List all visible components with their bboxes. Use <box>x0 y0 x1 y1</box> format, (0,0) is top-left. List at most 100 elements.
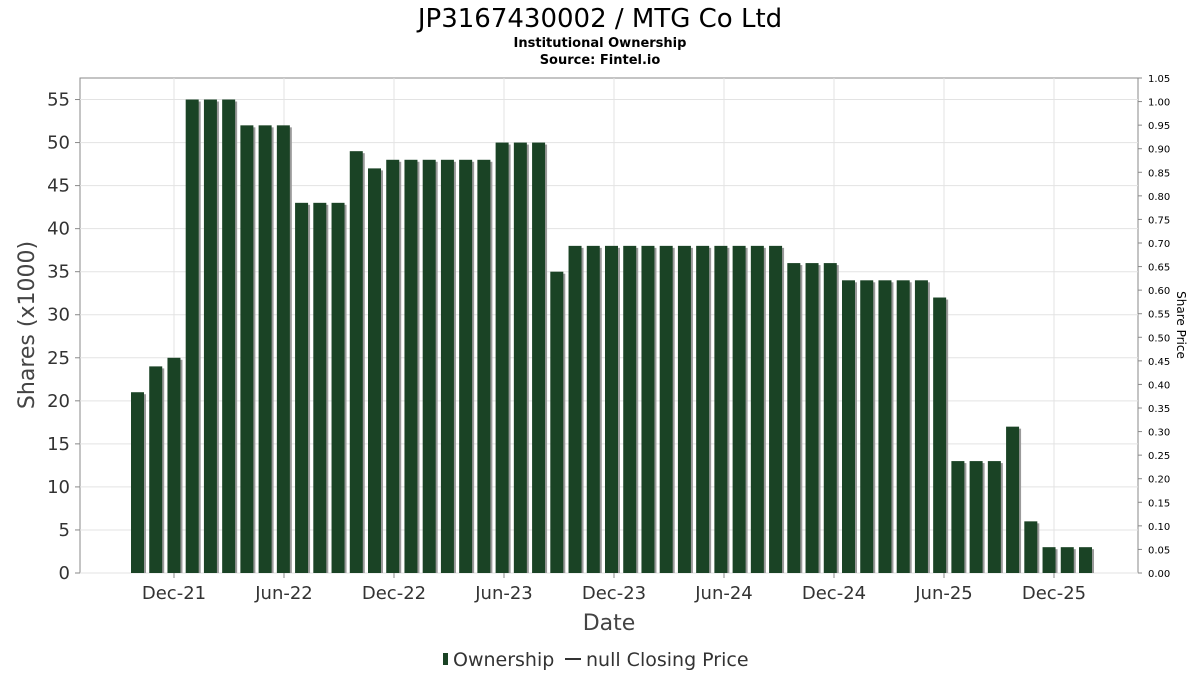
y-right-tick-label: 0.05 <box>1148 545 1170 556</box>
y-right-tick-label: 0.70 <box>1148 239 1170 250</box>
bar <box>313 202 327 573</box>
bar <box>203 99 217 574</box>
bar <box>495 142 509 573</box>
bar <box>568 245 582 573</box>
bar <box>222 99 236 574</box>
legend-price-label: null Closing Price <box>586 649 749 671</box>
bar <box>842 280 855 573</box>
x-axis: Dec-21 Jun-22 Dec-22 Jun-23 Dec-23 Jun-24 Dec-… <box>142 573 1086 604</box>
y-tick-label: 20 <box>47 391 70 412</box>
bar <box>969 461 983 573</box>
bar <box>896 280 910 573</box>
bar <box>368 168 381 574</box>
x-tick-label: Dec-25 <box>1022 583 1086 604</box>
bar <box>1006 426 1020 573</box>
y-right-tick-label: 0.20 <box>1148 475 1170 486</box>
bar <box>167 357 181 573</box>
y-axis-label-right: Share Price <box>1174 291 1188 359</box>
bar <box>732 245 746 573</box>
chart-title: JP3167430002 / MTG Co Ltd <box>416 4 782 34</box>
bar <box>131 392 144 573</box>
bar <box>459 159 473 574</box>
bar <box>240 125 254 573</box>
y-right-tick-label: 0.85 <box>1148 168 1170 179</box>
x-tick-label: Jun-25 <box>914 583 973 604</box>
x-tick-label: Dec-23 <box>582 583 646 604</box>
bar <box>404 159 418 574</box>
bar <box>677 245 691 573</box>
bar <box>951 461 965 573</box>
bar <box>258 125 272 573</box>
legend: Ownership null Closing Price <box>443 649 749 671</box>
y-tick-label: 15 <box>47 434 70 455</box>
y-axis-left: 0 5 10 15 20 25 30 35 40 45 50 55 <box>47 90 80 584</box>
bar <box>659 245 673 573</box>
y-right-tick-label: 0.00 <box>1148 569 1170 580</box>
bar <box>623 245 637 573</box>
legend-ownership-swatch <box>443 653 448 665</box>
legend-ownership-label: Ownership <box>453 649 554 671</box>
x-tick-label: Jun-24 <box>694 583 753 604</box>
bar <box>513 142 527 573</box>
bar <box>1024 521 1038 573</box>
bar <box>532 142 546 573</box>
y-tick-label: 30 <box>47 305 70 326</box>
bar <box>605 245 618 573</box>
y-right-tick-label: 0.75 <box>1148 215 1170 226</box>
y-tick-label: 0 <box>59 563 70 584</box>
bar <box>805 263 819 573</box>
bar <box>769 245 783 573</box>
bar <box>878 280 892 573</box>
y-right-tick-label: 0.50 <box>1148 333 1170 344</box>
bar <box>331 202 345 573</box>
bar <box>477 159 491 574</box>
bar <box>696 245 710 573</box>
chart-source: Source: Fintel.io <box>540 53 661 68</box>
y-tick-label: 25 <box>47 348 70 369</box>
bar <box>276 125 290 573</box>
bars <box>131 99 1094 574</box>
y-tick-label: 45 <box>47 176 70 197</box>
y-tick-label: 5 <box>59 520 70 541</box>
y-right-tick-label: 0.30 <box>1148 428 1170 439</box>
y-tick-label: 50 <box>47 133 70 154</box>
bar <box>586 245 600 573</box>
y-right-tick-label: 0.65 <box>1148 263 1170 274</box>
bar <box>1060 547 1074 573</box>
y-tick-label: 35 <box>47 262 70 283</box>
bar <box>823 263 837 573</box>
y-tick-label: 40 <box>47 219 70 240</box>
y-tick-label: 10 <box>47 477 70 498</box>
y-right-tick-label: 0.45 <box>1148 357 1170 368</box>
bar <box>714 245 728 573</box>
chart-subtitle: Institutional Ownership <box>514 36 687 51</box>
y-right-tick-label: 0.15 <box>1148 498 1170 509</box>
bar <box>295 202 309 573</box>
bar <box>149 366 163 573</box>
x-tick-label: Jun-22 <box>254 583 313 604</box>
bar <box>1079 547 1092 573</box>
bar <box>750 245 764 573</box>
y-right-tick-label: 0.60 <box>1148 286 1170 297</box>
y-right-tick-label: 1.00 <box>1148 98 1170 109</box>
bar <box>787 263 801 573</box>
y-tick-label: 55 <box>47 90 70 111</box>
bar <box>550 271 564 573</box>
bar <box>987 461 1001 573</box>
bar <box>914 280 928 573</box>
y-right-tick-label: 0.55 <box>1148 310 1170 321</box>
bar <box>422 159 436 574</box>
y-right-tick-label: 0.90 <box>1148 145 1170 156</box>
bar <box>860 280 874 573</box>
x-tick-label: Dec-24 <box>802 583 866 604</box>
bar <box>386 159 400 574</box>
y-right-tick-label: 0.40 <box>1148 380 1170 391</box>
y-right-tick-label: 0.95 <box>1148 121 1170 132</box>
x-tick-label: Dec-21 <box>142 583 206 604</box>
y-axis-right: 0.00 0.05 0.10 0.15 0.20 0.25 0.30 0.35 0.40 0.45… <box>1138 74 1170 580</box>
y-right-tick-label: 0.10 <box>1148 522 1170 533</box>
bar <box>933 297 947 573</box>
x-axis-label: Date <box>583 611 636 636</box>
bar <box>1042 547 1056 573</box>
